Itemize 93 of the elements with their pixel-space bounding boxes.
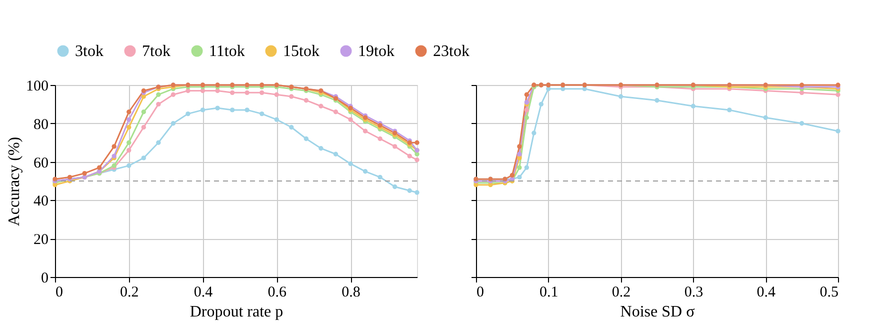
point — [244, 90, 250, 96]
point — [524, 108, 530, 112]
point — [532, 130, 536, 136]
point — [333, 152, 338, 156]
point — [289, 94, 294, 99]
x-tick-label: 0.4 — [194, 284, 214, 300]
point — [799, 121, 804, 126]
y-tick-label: 100 — [26, 78, 48, 94]
point — [392, 184, 398, 190]
point — [126, 148, 132, 153]
point — [126, 110, 132, 114]
point — [524, 115, 530, 120]
point — [126, 140, 132, 145]
x-tick-label: 0 — [56, 284, 63, 300]
point — [378, 136, 382, 142]
point — [414, 158, 420, 162]
x-tick-label: 0.1 — [540, 284, 558, 300]
point — [318, 146, 324, 151]
point — [141, 110, 146, 114]
point — [141, 124, 146, 130]
x-tick-label: 0.4 — [756, 284, 776, 300]
x-tick-label: 0.8 — [342, 284, 360, 300]
point — [348, 117, 353, 122]
point — [318, 104, 324, 108]
point — [690, 104, 696, 108]
x-axis-title: Noise SD σ — [620, 304, 696, 320]
y-tick-label: 20 — [34, 232, 48, 248]
point — [244, 108, 250, 112]
point — [414, 190, 420, 195]
point — [799, 90, 804, 96]
point — [407, 154, 412, 158]
point — [727, 108, 732, 112]
point — [510, 172, 515, 178]
point — [200, 108, 206, 112]
legend-label: 19tok — [358, 43, 394, 60]
x-axis-title: Dropout rate p — [190, 304, 284, 320]
point — [407, 188, 412, 193]
point — [156, 102, 161, 107]
point — [304, 136, 309, 142]
x-tick-label: 0.2 — [120, 284, 139, 300]
y-axis-title: Accuracy (%) — [6, 136, 23, 226]
point — [156, 92, 161, 97]
point — [215, 106, 220, 110]
x-tick-label: 0.5 — [820, 284, 838, 300]
x-tick-label: 0.2 — [612, 284, 631, 300]
point — [538, 102, 544, 107]
x-tick-label: 0.3 — [684, 284, 704, 300]
point — [112, 144, 116, 149]
point — [517, 144, 522, 149]
point — [392, 144, 398, 149]
point — [274, 117, 279, 122]
point — [362, 169, 368, 174]
point — [96, 165, 102, 170]
point — [126, 117, 132, 122]
point — [362, 128, 368, 134]
y-tick-label: 0 — [41, 270, 48, 286]
point — [517, 174, 522, 180]
y-tick-label: 80 — [34, 116, 48, 133]
legend-label: 3tok — [75, 43, 104, 60]
point — [186, 111, 190, 116]
legend-label: 15tok — [283, 43, 320, 60]
point — [260, 90, 264, 96]
legend-label: 11tok — [209, 43, 245, 60]
x-tick-label: 0.6 — [268, 284, 288, 300]
point — [618, 94, 624, 99]
point — [763, 115, 768, 120]
point — [333, 110, 338, 114]
point — [517, 165, 522, 170]
legend-label: 7tok — [142, 43, 170, 60]
point — [82, 170, 87, 176]
point — [170, 92, 176, 97]
x-tick-label: 0 — [476, 284, 484, 300]
point — [348, 161, 353, 166]
legend-label: 23tok — [433, 43, 470, 60]
point — [126, 163, 132, 168]
point — [126, 124, 132, 130]
point — [378, 174, 382, 180]
point — [289, 124, 294, 130]
point — [654, 98, 660, 103]
point — [156, 140, 161, 145]
y-tick-label: 60 — [34, 155, 48, 172]
point — [524, 165, 530, 170]
y-tick-label: 40 — [34, 194, 48, 210]
point — [141, 156, 146, 160]
point — [230, 90, 235, 96]
point — [260, 111, 264, 116]
point — [170, 121, 176, 126]
point — [304, 98, 309, 103]
point — [524, 92, 530, 97]
point — [414, 140, 420, 145]
point — [230, 108, 235, 112]
point — [836, 128, 840, 134]
point — [274, 92, 279, 97]
